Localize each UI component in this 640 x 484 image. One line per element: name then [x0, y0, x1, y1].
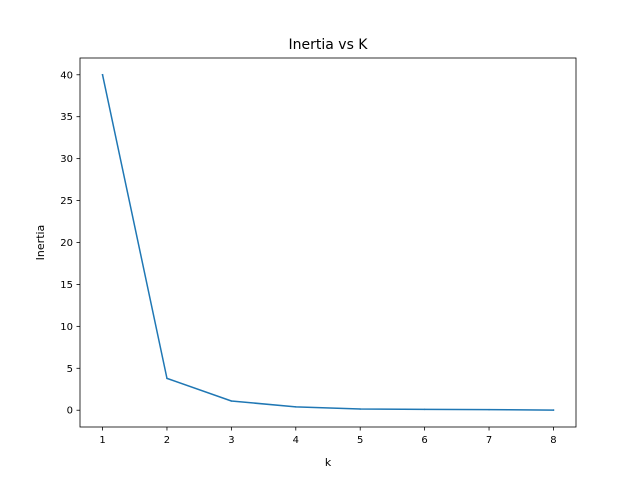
y-tick-label: 5 — [67, 364, 73, 375]
series-layer — [101, 73, 555, 411]
y-tick-label: 25 — [60, 196, 73, 207]
x-axis-label: k — [325, 456, 332, 469]
plot-area-frame — [79, 57, 577, 428]
y-tick-label: 20 — [60, 238, 73, 249]
x-tick-label: 4 — [293, 435, 299, 446]
data-point — [295, 406, 297, 408]
y-tick-label: 15 — [60, 280, 73, 291]
y-tick-label: 10 — [60, 322, 73, 333]
y-axis-ticks: 0 5 10 15 20 25 30 35 40 — [60, 70, 80, 417]
y-tick-label: 35 — [60, 112, 73, 123]
y-tick-label: 30 — [60, 154, 73, 165]
x-tick-label: 2 — [164, 435, 170, 446]
y-tick-label: 40 — [60, 70, 73, 81]
x-tick-label: 5 — [357, 435, 363, 446]
x-axis-ticks: 1 2 3 4 5 6 7 8 — [99, 427, 557, 446]
data-point — [488, 408, 490, 411]
x-tick-label: 6 — [421, 435, 427, 446]
data-point — [230, 400, 233, 402]
x-tick-label: 3 — [228, 435, 234, 446]
y-tick-label: 0 — [67, 406, 73, 417]
chart-title: Inertia vs K — [289, 37, 369, 53]
data-point — [359, 408, 361, 410]
data-point — [101, 74, 104, 76]
x-tick-label: 1 — [99, 435, 105, 446]
data-point — [552, 409, 555, 411]
x-tick-label: 8 — [550, 435, 556, 446]
data-point — [423, 408, 426, 411]
x-tick-label: 7 — [486, 435, 492, 446]
y-axis-label: Inertia — [34, 225, 47, 261]
data-point — [166, 377, 168, 380]
series-line — [101, 73, 555, 411]
